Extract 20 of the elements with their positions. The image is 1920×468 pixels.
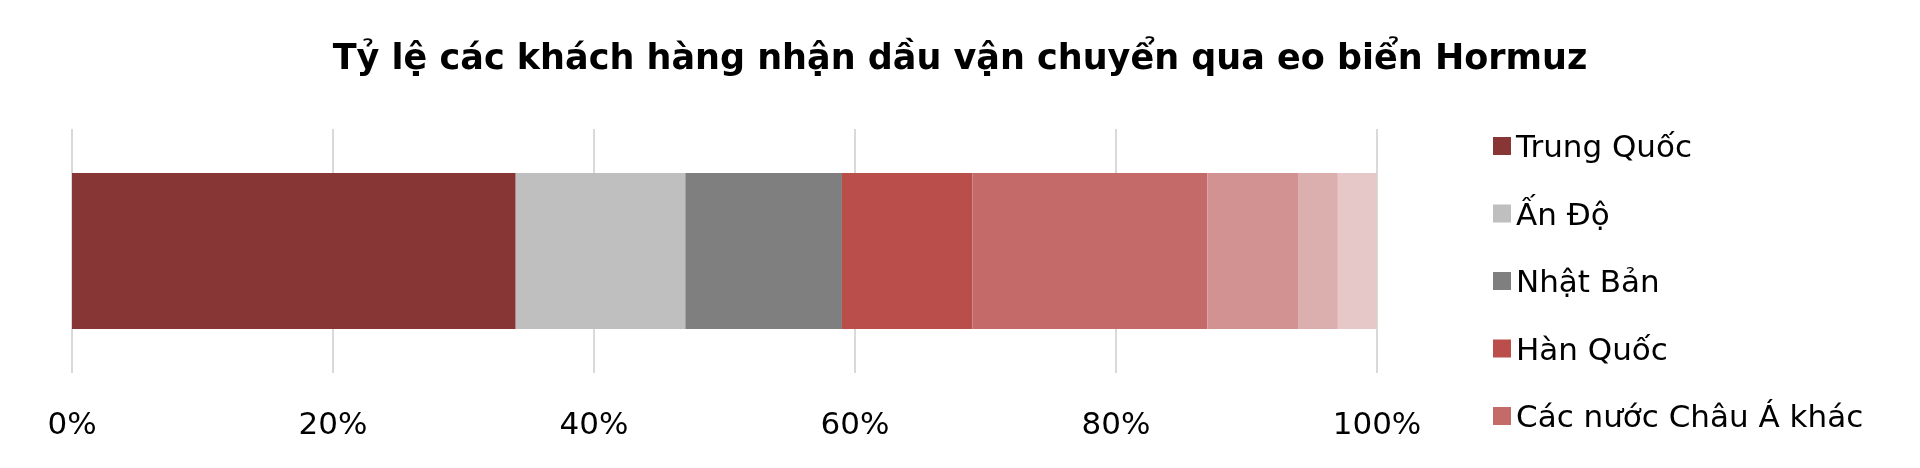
bar	[72, 172, 516, 330]
x-tick-label: 80%	[1081, 404, 1151, 441]
chart-title: Tỷ lệ các khách hàng nhận dầu vận chuyển qua eo biển Hormuz	[332, 35, 1588, 77]
bar	[1298, 172, 1338, 330]
bar	[1207, 172, 1299, 330]
bar	[515, 172, 686, 330]
bar	[685, 172, 842, 330]
legend-label: Hàn Quốc	[1516, 330, 1668, 367]
bar	[841, 172, 973, 330]
x-tick-label: 20%	[298, 404, 368, 441]
legend-label: Nhật Bản	[1516, 263, 1660, 299]
bar	[1337, 172, 1377, 330]
x-tick-label: 40%	[559, 404, 629, 441]
x-tick-label: 60%	[820, 404, 890, 441]
x-tick-label: 100%	[1332, 404, 1422, 441]
x-tick-label: 0%	[47, 404, 97, 441]
legend-label: Các nước Châu Á khác	[1516, 398, 1864, 434]
legend-label: Trung Quốc	[1515, 128, 1693, 164]
bar	[972, 172, 1208, 330]
legend-label: Ấn Độ	[1516, 193, 1610, 232]
